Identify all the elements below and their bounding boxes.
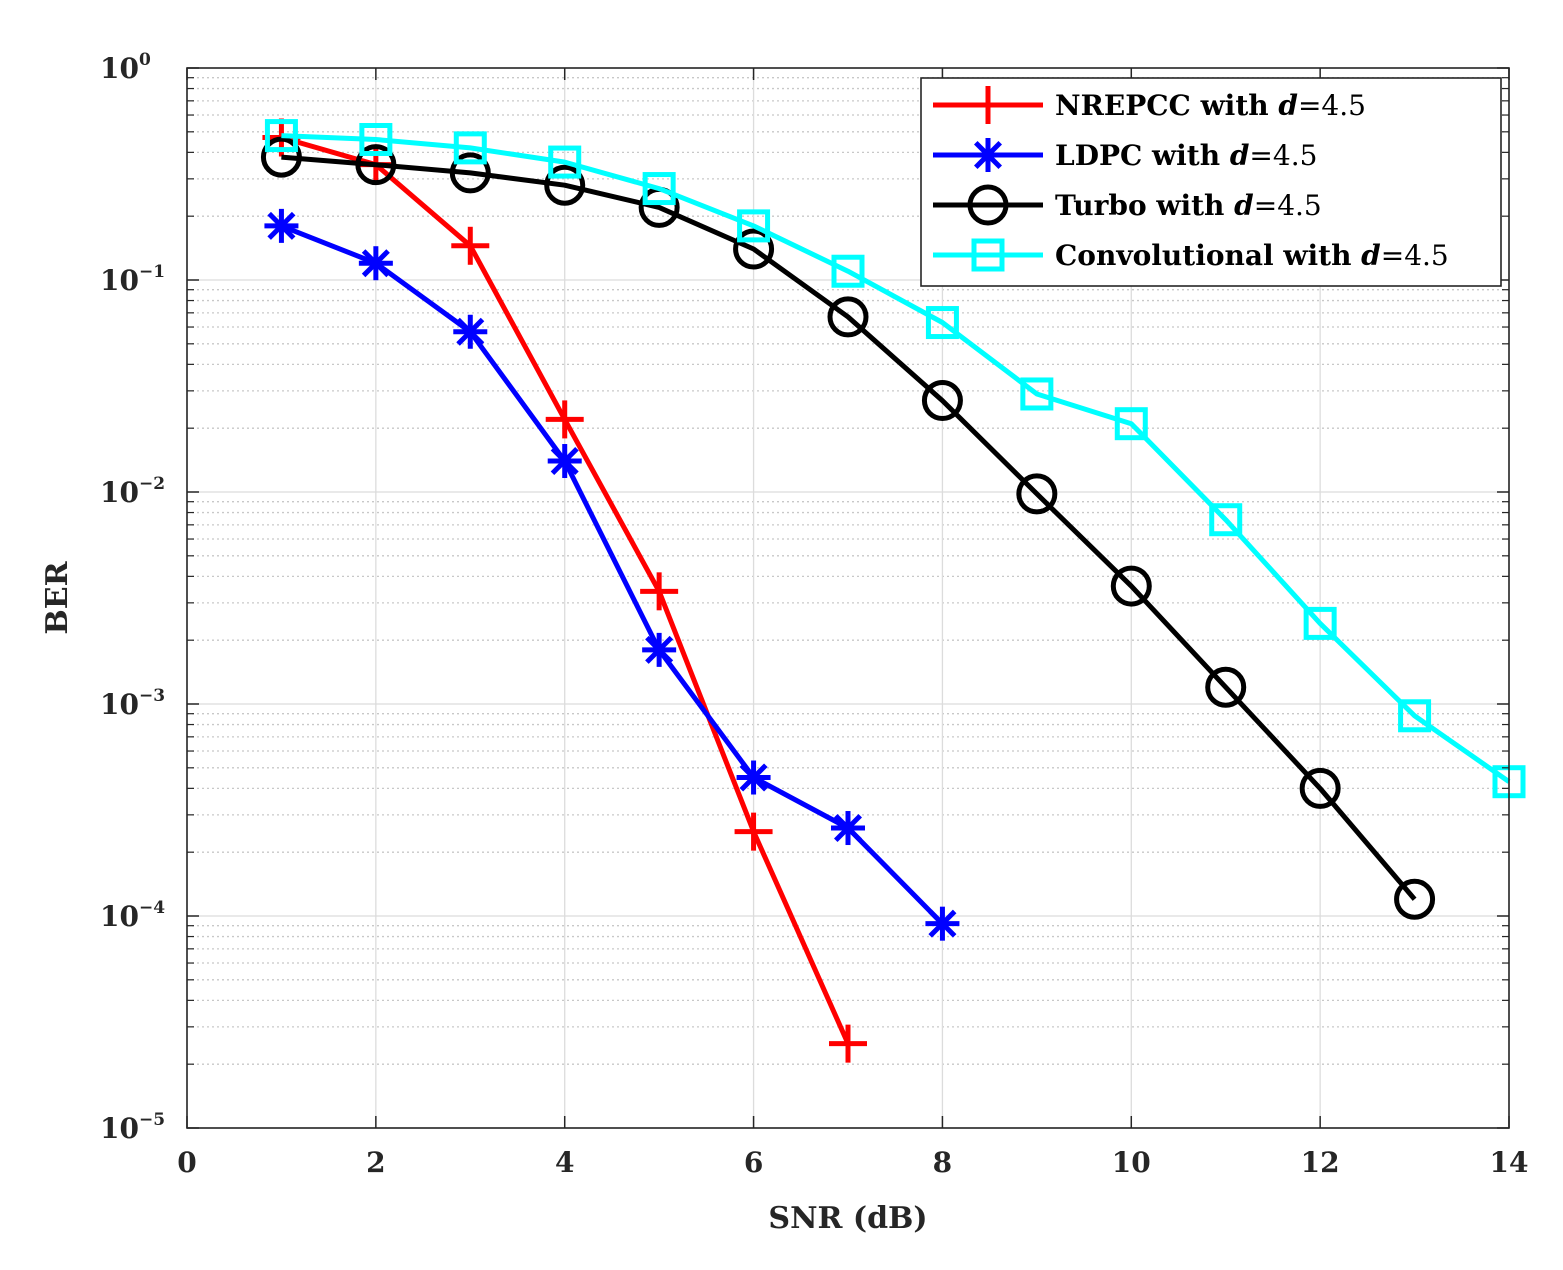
axes-box xyxy=(186,67,1510,1129)
data-point xyxy=(736,760,771,795)
legend-label: LDPC with d=4.5 xyxy=(1055,139,1317,172)
data-point xyxy=(453,131,487,165)
series-convolutional xyxy=(264,119,1526,799)
data-point xyxy=(733,228,775,270)
marker-stroke xyxy=(833,814,863,843)
legend-marker xyxy=(971,138,1005,172)
marker-stroke xyxy=(456,317,485,346)
data-point xyxy=(359,122,393,156)
data-point xyxy=(1303,606,1337,640)
data-point xyxy=(734,812,773,851)
legend-item-convolutional: Convolutional with d=4.5 xyxy=(933,238,1449,272)
data-point xyxy=(451,226,490,265)
data-point xyxy=(548,145,582,179)
tick-marks xyxy=(186,67,1510,1129)
series-ldpc xyxy=(264,208,960,941)
series-line xyxy=(280,223,945,926)
x-axis-title: SNR (dB) xyxy=(768,1201,927,1236)
x-tick-labels: 0 2 4 6 8 10 12 14 xyxy=(177,1146,1528,1179)
y-axis-title: BER xyxy=(40,560,75,634)
data-point xyxy=(831,254,865,288)
data-point xyxy=(1110,565,1152,607)
data-point xyxy=(264,208,299,243)
x-tick-label: 10 xyxy=(1112,1146,1151,1179)
data-point xyxy=(547,444,582,479)
y-tick-labels: 10−5 10−4 10−3 10−2 10−1 100 xyxy=(100,50,165,1145)
data-point xyxy=(449,152,491,194)
marker-stroke xyxy=(928,909,957,938)
data-point xyxy=(827,296,869,338)
y-tick-label: 100 xyxy=(100,50,151,85)
marker-stroke xyxy=(550,447,579,476)
series-line xyxy=(281,154,1417,901)
legend: NREPCC with d=4.5 LDPC with d=4.5 Turbo wi… xyxy=(920,77,1502,287)
data-point xyxy=(1299,767,1341,809)
x-tick-label: 6 xyxy=(744,1146,763,1179)
data-point xyxy=(260,136,302,178)
data-point xyxy=(1209,503,1243,537)
data-point xyxy=(1394,878,1436,920)
legend-label: Turbo with d=4.5 xyxy=(1055,189,1322,222)
legend-marker xyxy=(967,184,1009,226)
data-point xyxy=(642,172,676,206)
data-point xyxy=(642,632,677,667)
data-point xyxy=(921,380,963,422)
x-tick-label: 2 xyxy=(366,1146,385,1179)
x-tick-label: 0 xyxy=(177,1146,196,1179)
x-tick-label: 4 xyxy=(555,1146,574,1179)
legend-marker xyxy=(969,86,1007,124)
data-point xyxy=(264,119,298,153)
data-point xyxy=(545,400,584,439)
data-point xyxy=(355,144,397,186)
data-point xyxy=(831,811,865,846)
y-tick-label: 10−4 xyxy=(100,898,165,933)
data-point xyxy=(358,246,393,281)
data-point xyxy=(640,572,679,611)
data-point xyxy=(1398,699,1432,733)
x-tick-label: 12 xyxy=(1301,1146,1340,1179)
legend-marker xyxy=(971,238,1005,272)
y-tick-label: 10−1 xyxy=(100,262,165,297)
y-tick-label: 10−3 xyxy=(100,686,165,721)
data-point xyxy=(453,314,488,349)
data-point xyxy=(1205,666,1247,708)
legend-label: NREPCC with d=4.5 xyxy=(1055,89,1366,122)
legend-item-nrepcc: NREPCC with d=4.5 xyxy=(933,86,1366,124)
data-point xyxy=(1016,473,1058,515)
data-point xyxy=(925,906,960,941)
y-tick-label: 10−5 xyxy=(100,1110,165,1145)
x-tick-label: 14 xyxy=(1490,1146,1529,1179)
x-tick-label: 8 xyxy=(933,1146,952,1179)
data-point xyxy=(737,209,771,243)
series-group xyxy=(260,118,1526,1063)
data-point xyxy=(544,164,586,206)
y-tick-label: 10−2 xyxy=(100,474,165,509)
data-point xyxy=(1020,377,1054,411)
data-point xyxy=(829,1024,867,1063)
legend-box xyxy=(920,77,1502,287)
data-point xyxy=(1114,407,1148,441)
legend-label: Convolutional with d=4.5 xyxy=(1055,239,1449,272)
marker-stroke xyxy=(361,249,390,278)
data-point xyxy=(925,306,959,340)
marker-stroke xyxy=(645,635,674,664)
legend-item-ldpc: LDPC with d=4.5 xyxy=(933,138,1317,172)
marker-stroke xyxy=(739,763,768,792)
marker-stroke xyxy=(267,211,296,240)
series-turbo xyxy=(260,136,1436,920)
legend-item-turbo: Turbo with d=4.5 xyxy=(933,184,1322,226)
marker-stroke xyxy=(973,140,1003,170)
